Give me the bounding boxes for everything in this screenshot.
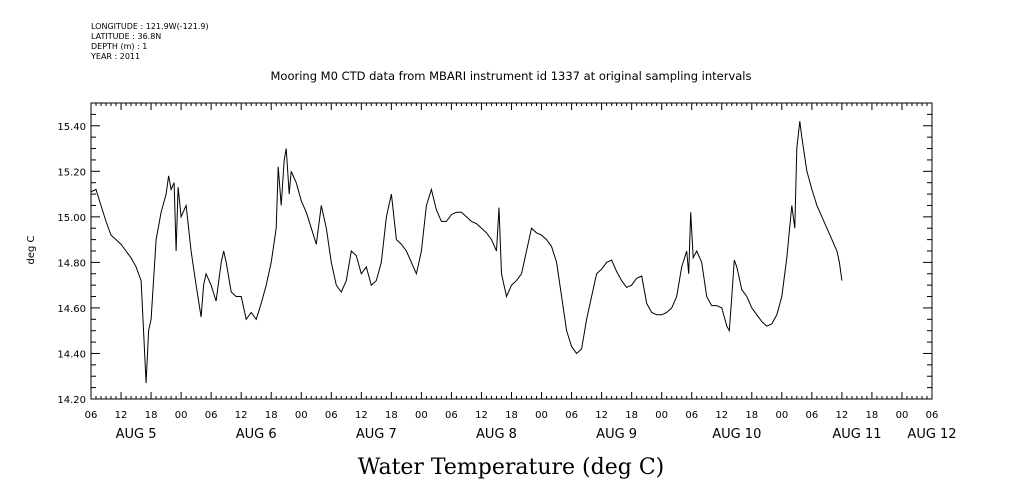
x-tick-label: 18 — [385, 410, 398, 421]
x-tick-label: 06 — [325, 410, 338, 421]
x-day-label: AUG 8 — [476, 427, 517, 442]
x-tick-label: 00 — [896, 410, 909, 421]
chart-title: Mooring M0 CTD data from MBARI instrumen… — [271, 69, 752, 83]
x-tick-label: 12 — [595, 410, 608, 421]
x-tick-label: 00 — [295, 410, 308, 421]
x-tick-label: 18 — [866, 410, 879, 421]
year-text: YEAR : 2011 — [91, 52, 141, 61]
x-tick-label: 00 — [775, 410, 788, 421]
longitude-text: LONGITUDE : 121.9W(-121.9) — [91, 22, 209, 31]
y-tick-label: 14.20 — [57, 395, 86, 406]
x-tick-label: 12 — [115, 410, 128, 421]
y-tick-label: 14.80 — [57, 258, 86, 269]
x-tick-label: 12 — [715, 410, 728, 421]
x-tick-label: 06 — [445, 410, 458, 421]
latitude-text: LATITUDE : 36.8N — [91, 32, 162, 41]
x-day-label: AUG 5 — [116, 427, 157, 442]
x-tick-label: 00 — [175, 410, 188, 421]
x-day-label: AUG 9 — [596, 427, 637, 442]
x-day-label: AUG 6 — [236, 427, 277, 442]
y-axis: 14.20 14.40 14.60 14.80 15.00 15.20 15.40 — [57, 102, 932, 406]
y-tick-label: 15.20 — [57, 167, 86, 178]
depth-text: DEPTH (m) : 1 — [91, 42, 148, 51]
x-tick-label: 06 — [805, 410, 818, 421]
x-day-label: AUG 7 — [356, 427, 397, 442]
temperature-series-line — [90, 121, 843, 384]
x-tick-label: 12 — [836, 410, 849, 421]
x-tick-label: 00 — [655, 410, 668, 421]
x-tick-label: 06 — [926, 410, 939, 421]
y-tick-label: 14.60 — [57, 304, 86, 315]
x-tick-label: 06 — [565, 410, 578, 421]
y-tick-label: 14.40 — [57, 349, 86, 360]
y-axis-label: deg C — [26, 235, 37, 264]
x-axis-label: Water Temperature (deg C) — [358, 455, 665, 480]
x-day-label: AUG 12 — [907, 427, 956, 442]
x-tick-label: 06 — [685, 410, 698, 421]
x-tick-label: 12 — [475, 410, 488, 421]
x-tick-label: 00 — [535, 410, 548, 421]
x-tick-label: 12 — [355, 410, 368, 421]
x-tick-label: 06 — [85, 410, 98, 421]
station-metadata: LONGITUDE : 121.9W(-121.9) LATITUDE : 36… — [91, 22, 209, 62]
y-tick-label: 15.40 — [57, 122, 86, 133]
y-tick-label: 15.00 — [57, 213, 86, 224]
plot-frame — [90, 102, 933, 400]
x-tick-label: 18 — [745, 410, 758, 421]
x-tick-label: 18 — [265, 410, 278, 421]
x-day-label: AUG 11 — [832, 427, 881, 442]
x-tick-label: 18 — [625, 410, 638, 421]
x-axis: 06 12 18 00 06 12 18 00 06 12 18 00 06 12 18 00 06 12 18 00… — [85, 103, 957, 442]
x-tick-label: 18 — [505, 410, 518, 421]
x-day-label: AUG 10 — [712, 427, 761, 442]
x-tick-label: 06 — [205, 410, 218, 421]
x-tick-label: 00 — [415, 410, 428, 421]
x-tick-label: 12 — [235, 410, 248, 421]
x-tick-label: 18 — [145, 410, 158, 421]
